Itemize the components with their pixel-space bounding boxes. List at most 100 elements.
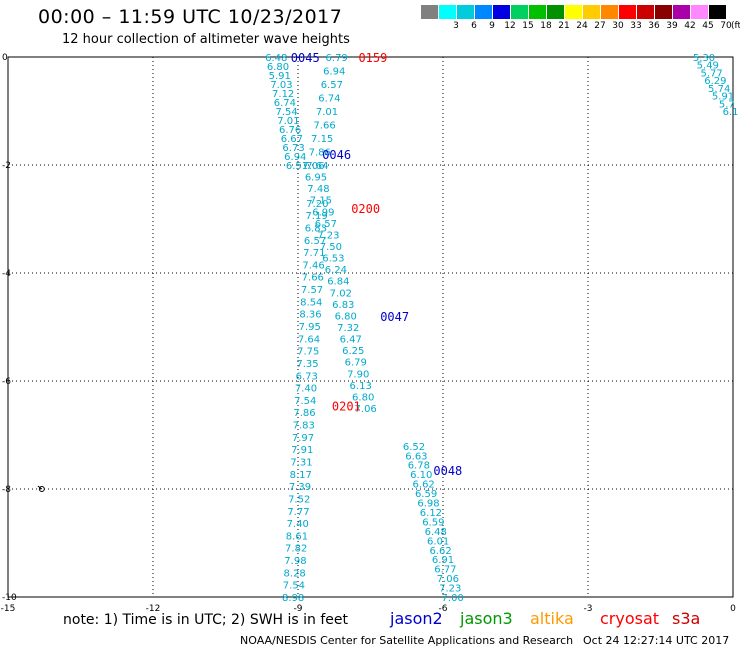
pass-time-label: 0200 — [351, 202, 380, 216]
wave-height-point: 5.74 — [708, 84, 730, 95]
wave-height-point: 6.47 — [340, 335, 362, 346]
wave-height-point: 7.54 — [294, 396, 316, 407]
wave-height-point: 5.91 — [712, 92, 734, 103]
wave-height-point: 6.80 — [335, 311, 357, 322]
wave-height-point: 6.59 — [415, 489, 437, 500]
wave-height-point: 7.32 — [337, 323, 359, 334]
color-scale-unit: (ft) — [731, 21, 740, 31]
wave-height-point: 7.02 — [330, 288, 352, 299]
wave-height-point: 6.12 — [420, 508, 442, 519]
color-swatch — [655, 5, 672, 19]
color-scale-label: 30 — [612, 21, 624, 31]
wave-height-point: 6.95 — [305, 173, 327, 184]
wave-height-point: 7.52 — [288, 494, 310, 505]
plot-frame — [7, 56, 734, 598]
wave-height-point: 7.31 — [290, 457, 312, 468]
color-scale-label: 36 — [648, 21, 660, 31]
wave-height-chart: -15 -12 -9 -6 -3 00-2-4-6-8-106.486.805.917.0… — [1, 51, 739, 614]
color-scale: 3 6 9 12 15 18 21 24 27 30 33 36 39 42 45 70 — [421, 5, 732, 35]
y-tick-label: -10 — [2, 593, 17, 603]
wave-height-point: 7.01 — [316, 107, 338, 118]
color-scale-label: 15 — [522, 21, 534, 31]
color-swatch — [529, 5, 546, 19]
wave-height-point: 7.01 — [277, 116, 299, 127]
wave-height-point: 6.84 — [327, 277, 349, 288]
wave-height-point: 7.40 — [295, 384, 317, 395]
color-scale-label: 70 — [720, 21, 732, 31]
legend-s3a: s3a — [672, 609, 701, 628]
wave-height-point: 7.86 — [293, 408, 315, 419]
x-tick-label: -12 — [146, 604, 161, 614]
wave-height-point: 7.19 — [305, 211, 327, 222]
wave-height-point: 7.23 — [317, 230, 339, 241]
color-swatch — [421, 5, 438, 19]
wave-height-point: 6.53 — [322, 254, 344, 265]
wave-height-point: 7.98 — [284, 556, 306, 567]
wave-height-point: 8.17 — [290, 470, 312, 481]
color-scale-label: 45 — [702, 21, 714, 31]
color-swatch — [493, 5, 510, 19]
wave-height-point: 6.77 — [434, 565, 456, 576]
color-swatch — [709, 5, 726, 19]
wave-height-point: 8.28 — [284, 568, 306, 579]
color-scale-label: 18 — [540, 21, 552, 31]
wave-height-point: 7.66 — [302, 273, 324, 284]
wave-height-point: 6.25 — [342, 346, 364, 357]
color-swatch — [673, 5, 690, 19]
wave-height-point: 6.59 — [422, 517, 444, 528]
wave-height-point: 6.99 — [312, 207, 334, 218]
color-swatch — [601, 5, 618, 19]
wave-height-point: 6.13 — [350, 381, 372, 392]
legend-jason3: jason3 — [460, 609, 513, 628]
color-swatch — [583, 5, 600, 19]
wave-height-point: 7.95 — [299, 322, 321, 333]
wave-height-point: 7.50 — [320, 242, 342, 253]
color-scale-label: 21 — [558, 21, 570, 31]
wave-height-point: 7.77 — [287, 507, 309, 518]
color-scale-label: 12 — [504, 21, 516, 31]
wave-height-point: 7.54 — [276, 107, 298, 118]
color-scale-label: 9 — [489, 21, 495, 31]
wave-height-point: 7.03 — [270, 80, 292, 91]
x-tick-label: 0 — [730, 604, 736, 614]
wave-height-point: 6.29 — [704, 76, 726, 87]
x-tick-label: -15 — [1, 604, 16, 614]
color-scale-label: 33 — [630, 21, 642, 31]
pass-time-label: 0048 — [433, 464, 462, 478]
color-swatch — [457, 5, 474, 19]
color-scale-label: 27 — [594, 21, 606, 31]
wave-height-point: 5.30 — [693, 53, 715, 64]
pass-time-label: 0159 — [358, 51, 387, 65]
wave-height-point: 6.94 — [323, 67, 345, 78]
wave-height-point: 7.75 — [297, 347, 319, 358]
wave-height-point: 7.83 — [293, 421, 315, 432]
wave-height-point: 6.98 — [417, 499, 439, 510]
wave-height-point: 6.67 — [281, 134, 303, 145]
wave-height-point: 6.62 — [429, 546, 451, 557]
wave-height-point: 7.39 — [289, 482, 311, 493]
color-scale-label: 6 — [471, 21, 477, 31]
wave-height-point: 6.52 — [403, 442, 425, 453]
legend-cryosat: cryosat — [600, 609, 660, 628]
wave-height-point: 5.91 — [269, 71, 291, 82]
wave-height-point: 7.71 — [303, 248, 325, 259]
x-tick-label: -3 — [584, 604, 593, 614]
chart-note: note: 1) Time is in UTC; 2) SWH is in fe… — [63, 612, 349, 628]
wave-height-point: 7.06 — [302, 161, 324, 172]
wave-height-point: 6.63 — [405, 451, 427, 462]
wave-height-point: 6.10 — [410, 470, 432, 481]
wave-height-point: 6.80 — [352, 392, 374, 403]
wave-height-point: 6.74 — [274, 98, 296, 109]
color-swatch — [691, 5, 708, 19]
wave-height-point: 7.66 — [313, 121, 335, 132]
color-scale-label: 3 — [453, 21, 459, 31]
pass-time-label: 0047 — [380, 310, 409, 324]
wave-height-point: 6.91 — [432, 555, 454, 566]
wave-height-point: 6.1 — [723, 107, 739, 118]
wave-height-point: 6.01 — [427, 536, 449, 547]
wave-height-point: 6.57 — [321, 80, 343, 91]
wind-barb-marker — [38, 486, 45, 492]
color-scale-label: 24 — [576, 21, 588, 31]
wave-height-point: 7.90 — [347, 369, 369, 380]
wave-height-point: 7.20 — [306, 199, 328, 210]
